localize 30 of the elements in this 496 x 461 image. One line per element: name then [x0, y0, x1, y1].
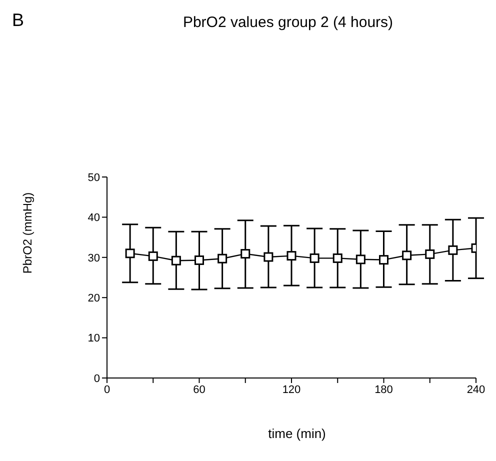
x-tick-label: 60 — [193, 384, 206, 396]
y-tick-label: 40 — [88, 212, 100, 224]
text: B — [12, 10, 24, 31]
point — [171, 256, 181, 266]
point — [356, 254, 366, 264]
point — [402, 250, 412, 260]
point — [125, 248, 135, 258]
point — [310, 253, 320, 263]
y-tick-label: 50 — [88, 172, 100, 184]
y-tick-label: 30 — [88, 252, 100, 264]
point — [218, 254, 228, 264]
point — [425, 249, 435, 259]
point — [286, 251, 296, 261]
point — [264, 252, 274, 262]
x-tick-label: 240 — [466, 384, 486, 396]
point — [332, 253, 342, 263]
x-axis-title: time (min) — [267, 426, 327, 441]
point — [240, 249, 250, 259]
point — [148, 251, 158, 261]
point — [448, 245, 458, 255]
y-tick-label: 20 — [88, 292, 100, 305]
x-tick-label: 120 — [282, 384, 301, 396]
chart-title: PbrO2 values group 2 (4 hours) — [182, 14, 394, 31]
x-tick-label: 0 — [104, 384, 110, 396]
point — [194, 255, 204, 265]
y-axis-title: PbrO2 (mmHg) — [21, 192, 35, 274]
y-tick-label: 10 — [88, 332, 100, 345]
x-tick-label: 180 — [374, 384, 393, 396]
point — [379, 255, 388, 265]
y-tick-label: 0 — [94, 372, 100, 385]
